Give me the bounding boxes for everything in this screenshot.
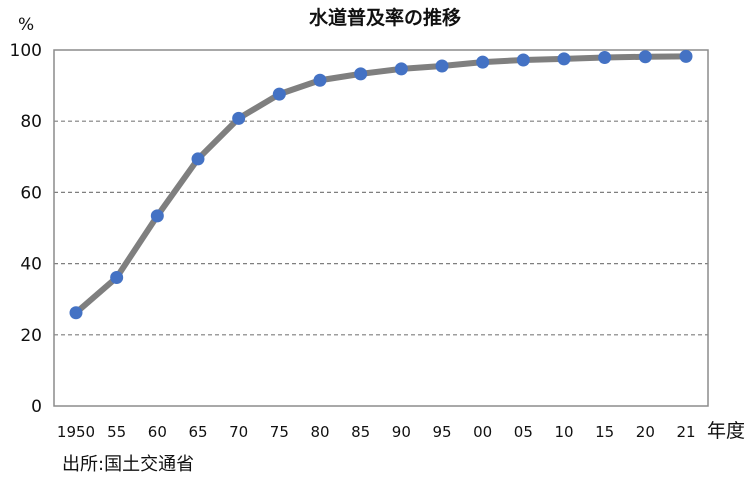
y-tick-label: 40 [20,255,42,275]
data-point [638,50,652,64]
data-point [435,59,449,73]
data-point [69,306,83,320]
data-point [476,55,490,69]
y-tick-label: 0 [31,397,42,417]
x-tick-label: 95 [432,423,451,441]
data-point [516,53,530,67]
data-point [679,49,693,63]
series-line [73,53,689,316]
data-point [150,209,164,223]
x-tick-label: 70 [229,423,248,441]
data-point [110,270,124,284]
x-tick-label: 55 [107,423,126,441]
source-note: 出所:国土交通省 [62,454,194,475]
y-tick-label: 60 [20,183,42,203]
y-tick-label: 20 [20,326,42,346]
data-point [598,50,612,64]
x-tick-label: 90 [392,423,411,441]
y-tick-label: 100 [10,41,42,61]
x-tick-label: 1950 [57,423,95,441]
x-tick-label: 75 [270,423,289,441]
x-tick-label: 00 [473,423,492,441]
y-axis-unit: % [18,15,34,35]
data-point [232,111,246,125]
chart-title: 水道普及率の推移 [309,6,461,29]
y-tick-label: 80 [20,112,42,132]
x-tick-label: 10 [554,423,573,441]
x-tick-label: 85 [351,423,370,441]
x-axis-label: 年度 [707,420,745,442]
x-tick-label: 05 [514,423,533,441]
x-tick-label: 80 [310,423,329,441]
x-tick-label: 65 [188,423,207,441]
x-tick-label: 60 [148,423,167,441]
data-point [394,62,408,76]
x-tick-label: 15 [595,423,614,441]
data-point [313,73,327,87]
data-point [191,152,205,166]
x-tick-label: 21 [676,423,695,441]
plot-area-border [53,49,709,407]
data-point [557,52,571,66]
x-tick-label: 20 [636,423,655,441]
data-point [272,87,286,101]
data-point [354,67,368,81]
